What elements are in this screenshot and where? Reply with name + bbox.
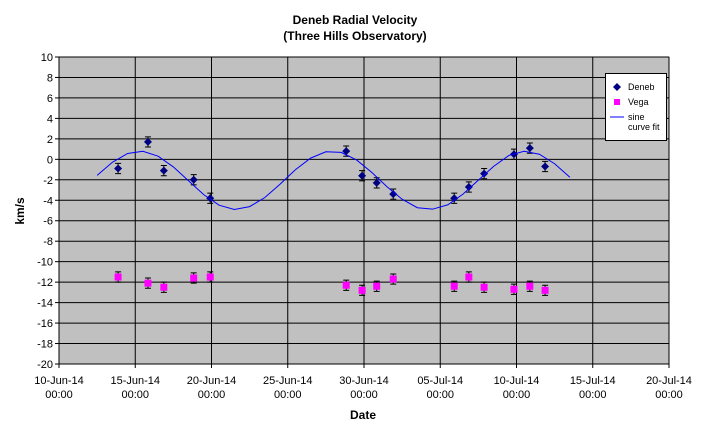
legend-swatch (614, 99, 620, 105)
data-point (389, 190, 398, 199)
x-tick-label-line: 10-Jun-14 (34, 375, 84, 387)
chart-title: Deneb Radial Velocity (293, 13, 418, 27)
data-point (358, 286, 366, 294)
x-tick-label-line: 20-Jul-14 (646, 375, 692, 387)
x-tick-label: 15-Jul-14 00:00 (570, 375, 616, 401)
data-point (450, 194, 459, 203)
legend: Deneb Vega sine curve fit (605, 73, 667, 141)
legend-entry: Deneb (608, 82, 664, 92)
y-tick-label: 4 (47, 113, 53, 125)
legend-entry: Vega (608, 97, 664, 107)
x-tick-label-line: 00:00 (45, 389, 73, 401)
y-tick-label: -2 (43, 175, 53, 187)
legend-label: Vega (628, 97, 649, 107)
data-point (541, 286, 549, 294)
data-point (342, 281, 350, 289)
data-point (143, 137, 152, 146)
x-tick-label: 05-Jul-14 00:00 (417, 375, 463, 401)
x-tick-label-line: 15-Jul-14 (570, 375, 616, 387)
x-tick-label: 15-Jun-14 00:00 (110, 375, 160, 401)
data-point (159, 166, 168, 175)
y-tick-label: -20 (37, 359, 53, 371)
x-tick-label-line: 10-Jul-14 (494, 375, 540, 387)
x-tick-label-line: 00:00 (121, 389, 149, 401)
x-tick-label-line: 15-Jun-14 (110, 375, 160, 387)
x-tick-label-line: 00:00 (579, 389, 607, 401)
data-point (464, 182, 473, 191)
x-tick-label-line: 00:00 (655, 389, 683, 401)
x-tick-label: 10-Jul-14 00:00 (494, 375, 540, 401)
legend-icon (614, 99, 620, 105)
x-tick-label-line: 30-Jun-14 (339, 375, 389, 387)
data-point (206, 273, 214, 281)
data-point (358, 171, 367, 180)
data-point (525, 144, 534, 153)
y-tick-label: -18 (37, 339, 53, 351)
y-tick-label: -14 (37, 298, 53, 310)
data-point (144, 279, 152, 287)
x-tick-label-line: 00:00 (426, 389, 454, 401)
data-point (465, 273, 473, 281)
x-tick-label-line: 20-Jun-14 (187, 375, 237, 387)
data-point (114, 273, 122, 281)
data-point (389, 275, 397, 283)
data-point (526, 282, 534, 290)
x-tick-label-line: 00:00 (198, 389, 226, 401)
y-tick-label: -6 (43, 216, 53, 228)
data-point (342, 147, 351, 156)
x-tick-label: 30-Jun-14 00:00 (339, 375, 389, 401)
y-tick-label: -8 (43, 236, 53, 248)
data-point (372, 178, 381, 187)
legend-icon (610, 116, 624, 118)
legend-entry: sine curve fit (608, 112, 664, 132)
data-point (189, 175, 198, 184)
data-point (450, 282, 458, 290)
chart-subtitle: (Three Hills Observatory) (283, 29, 426, 43)
y-tick-label: 6 (47, 93, 53, 105)
y-tick-label: -4 (43, 195, 53, 207)
y-tick-label: 2 (47, 134, 53, 146)
legend-swatch (613, 83, 621, 91)
x-tick-label: 20-Jun-14 00:00 (187, 375, 237, 401)
y-axis-label: km/s (13, 197, 27, 225)
y-tick-label: -12 (37, 277, 53, 289)
x-axis-label: Date (350, 408, 376, 422)
data-point (190, 274, 198, 282)
legend-icon (613, 83, 621, 91)
legend-label: sine curve fit (628, 112, 660, 132)
data-point (160, 283, 168, 291)
x-tick-label-line: 00:00 (350, 389, 378, 401)
x-tick-label-line: 00:00 (274, 389, 302, 401)
x-tick-label: 25-Jun-14 00:00 (263, 375, 313, 401)
data-point (510, 285, 518, 293)
data-point (480, 283, 488, 291)
data-point (114, 164, 123, 173)
y-tick-label: -10 (37, 257, 53, 269)
y-tick-label: 10 (41, 52, 53, 64)
x-tick-label-line: 00:00 (503, 389, 531, 401)
data-point (541, 162, 550, 171)
x-tick-label-line: 25-Jun-14 (263, 375, 313, 387)
x-tick-label-line: 05-Jul-14 (417, 375, 463, 387)
y-tick-label: 8 (47, 72, 53, 84)
x-tick-label: 10-Jun-14 00:00 (34, 375, 84, 401)
data-point (480, 169, 489, 178)
y-tick-label: 0 (47, 154, 53, 166)
legend-label: Deneb (628, 82, 655, 92)
data-point (373, 282, 381, 290)
x-tick-label: 20-Jul-14 00:00 (646, 375, 692, 401)
fit-line (96, 150, 571, 210)
y-tick-label: -16 (37, 318, 53, 330)
